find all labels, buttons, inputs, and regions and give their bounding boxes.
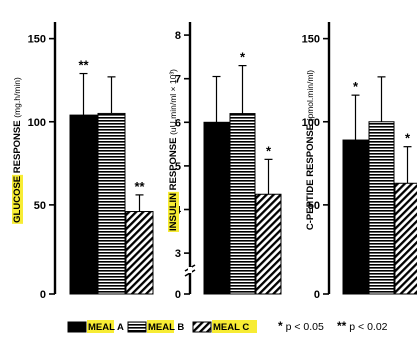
bar-meal-b: [229, 113, 256, 295]
legend-label: MEAL B: [148, 322, 184, 333]
y-axis-label-highlight-bg: [12, 174, 23, 224]
legend-sig1-marker: *: [278, 319, 283, 333]
bar-meal-c: [255, 193, 282, 295]
significance-marker: *: [353, 79, 359, 94]
legend: MEAL A MEAL B MEAL C * p < 0.05 ** p < 0.02: [67, 319, 388, 333]
legend-sig2-marker: **: [337, 319, 347, 333]
legend-label-highlight: MEAL: [148, 322, 175, 333]
y-axis-label: GLUCOSE RESPONSE (mg.h/min): [12, 77, 23, 223]
bar-meal-c: [125, 211, 154, 295]
bar-meal-a: [342, 139, 369, 295]
bar-meal-a: [69, 114, 98, 295]
legend-significance-1: * p < 0.05: [278, 319, 324, 333]
y-tick-label: 0: [314, 289, 320, 301]
legend-item-2: MEAL B: [127, 320, 184, 333]
legend-item-3: MEAL C: [192, 320, 257, 333]
y-axis-label-highlight: C-PEPTIDE: [305, 179, 316, 230]
y-axis-label-highlight: GLUCOSE: [12, 176, 23, 223]
y-tick-label: 150: [28, 34, 46, 46]
chart-panel-2: 3456780**INSULIN RESPONSE (uU.min/ml × 1…: [168, 22, 282, 301]
y-tick-label: 5: [175, 161, 181, 173]
y-tick-label: 6: [175, 117, 181, 129]
legend-label-highlight: MEAL C: [213, 322, 249, 333]
y-axis-unit: (uU.min/ml × 10³): [168, 69, 178, 135]
y-axis-unit: (mg.h/min): [12, 77, 22, 118]
y-axis-label-rest: RESPONSE: [168, 135, 179, 193]
y-tick-label: 150: [302, 34, 320, 46]
legend-swatch: [192, 321, 212, 333]
chart-panel-3: 0 50 100 150 * * C-PEPTIDE RESPONSE (pmol.min/…: [302, 22, 417, 301]
bar-meal-b: [97, 112, 126, 295]
y-tick-label: 100: [28, 117, 46, 129]
legend-label-highlight-bg: [147, 320, 174, 333]
legend-item-1: MEAL A: [67, 320, 124, 333]
y-axis-label-highlight-bg: [168, 191, 179, 232]
legend-swatch: [67, 321, 87, 333]
bar-meal-b: [368, 121, 395, 295]
legend-sig2-label: p < 0.02: [346, 321, 387, 333]
legend-label-rest: B: [175, 322, 185, 333]
y-axis-label: INSULIN RESPONSE (uU.min/ml × 10³): [168, 69, 179, 231]
y-tick-label: 3: [175, 248, 181, 260]
y-axis-label: C-PEPTIDE RESPONSE (pmol.min/ml): [305, 70, 316, 230]
legend-label-highlight: MEAL: [88, 322, 115, 333]
legend-label-highlight-bg: [87, 320, 114, 333]
chart-panel-1: 0 50 100 150 ** ** GLUCOSE RESPONSE (mg.h/min): [12, 22, 154, 301]
legend-label-rest: A: [115, 322, 124, 333]
bar-meal-a: [203, 121, 230, 295]
significance-marker: *: [240, 50, 246, 65]
y-axis-label-rest: RESPONSE: [305, 121, 316, 179]
significance-marker: **: [78, 58, 89, 73]
legend-label-highlight-bg: [212, 320, 257, 333]
y-axis-label-rest: RESPONSE: [12, 118, 23, 176]
significance-marker: *: [405, 131, 411, 146]
y-tick-label: 50: [34, 200, 46, 212]
y-axis-label-highlight: INSULIN: [168, 193, 179, 231]
axis-break-gap: [188, 267, 192, 273]
bar-meal-c: [394, 182, 417, 295]
y-tick-label: 100: [302, 117, 320, 129]
y-axis-unit: (pmol.min/ml): [305, 70, 315, 122]
y-tick-label: 50: [308, 200, 320, 212]
legend-significance-2: ** p < 0.02: [337, 319, 388, 333]
y-tick-label: 8: [175, 30, 181, 42]
y-tick-label: 0: [40, 289, 46, 301]
y-tick-label: 7: [175, 74, 181, 86]
significance-marker: **: [134, 179, 145, 194]
significance-marker: *: [266, 143, 272, 158]
y-tick-label: 0: [175, 289, 181, 301]
legend-sig1-label: p < 0.05: [283, 321, 324, 333]
legend-swatch: [127, 321, 147, 333]
legend-label: MEAL A: [88, 322, 124, 333]
legend-label: MEAL C: [213, 322, 249, 333]
